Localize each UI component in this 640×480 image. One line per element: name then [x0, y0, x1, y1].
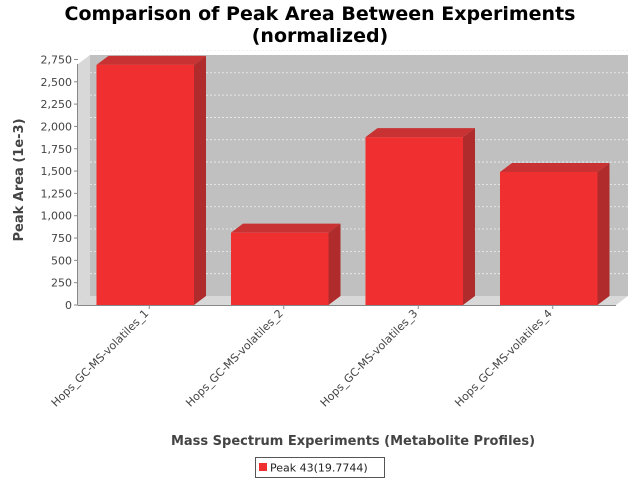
y-tick-label: 0: [65, 299, 72, 312]
chart-title: Comparison of Peak Area Between Experime…: [0, 3, 640, 47]
bar: [96, 64, 195, 305]
y-tick-label: 500: [51, 254, 72, 267]
bar-top-face: [365, 128, 476, 138]
bar-top-face: [499, 162, 610, 172]
bar-side-face: [597, 162, 610, 305]
y-tick-label: 1,750: [41, 143, 73, 156]
bar-side-face: [328, 223, 341, 305]
legend: Peak 43(19.7744): [255, 457, 385, 478]
bar-side-face: [463, 128, 476, 305]
bar-top-face: [96, 55, 207, 65]
bar-side-face: [194, 55, 207, 306]
y-tick-label: 2,750: [41, 53, 73, 66]
x-tick-label: Hops_GC-MS-volatiles_2: [183, 307, 286, 410]
y-tick-label: 1,000: [41, 210, 73, 223]
plot-floor: [78, 296, 628, 305]
bar: [499, 171, 598, 305]
chart-title-line-1: Comparison of Peak Area Between Experime…: [64, 3, 576, 25]
x-tick-label: Hops_GC-MS-volatiles_1: [49, 307, 152, 410]
bar: [365, 137, 464, 305]
y-tick-label: 1,500: [41, 165, 73, 178]
y-axis-ticks: 0 250 500 750 1,000 1,250 1,500 1,750 2,000 2,250…: [41, 53, 78, 312]
x-axis-ticks: Hops_GC-MS-volatiles_1 Hops_GC-MS-volatil…: [49, 305, 555, 409]
legend-box: [255, 457, 385, 478]
x-tick-label: Hops_GC-MS-volatiles_4: [452, 307, 555, 410]
legend-label: Peak 43(19.7744): [270, 462, 368, 475]
y-tick-label: 1,250: [41, 187, 73, 200]
x-axis-label: Mass Spectrum Experiments (Metabolite Pr…: [171, 434, 535, 449]
bars: [96, 55, 610, 306]
bar-group: [230, 223, 341, 305]
y-tick-label: 750: [51, 232, 72, 245]
bar: [230, 232, 329, 305]
y-tick-label: 2,000: [41, 120, 73, 133]
bar-top-face: [230, 223, 341, 233]
y-tick-label: 2,500: [41, 76, 73, 89]
y-axis-label: Peak Area (1e-3): [12, 118, 27, 241]
plot-left-wall: [78, 55, 90, 305]
legend-swatch: [259, 463, 267, 471]
x-tick-label: Hops_GC-MS-volatiles_3: [318, 307, 421, 410]
bar-group: [365, 128, 476, 305]
y-tick-label: 2,250: [41, 98, 73, 111]
bar-group: [96, 55, 207, 306]
bar-group: [499, 162, 610, 305]
chart-title-line-2: (normalized): [251, 25, 389, 47]
y-tick-label: 250: [51, 277, 72, 290]
